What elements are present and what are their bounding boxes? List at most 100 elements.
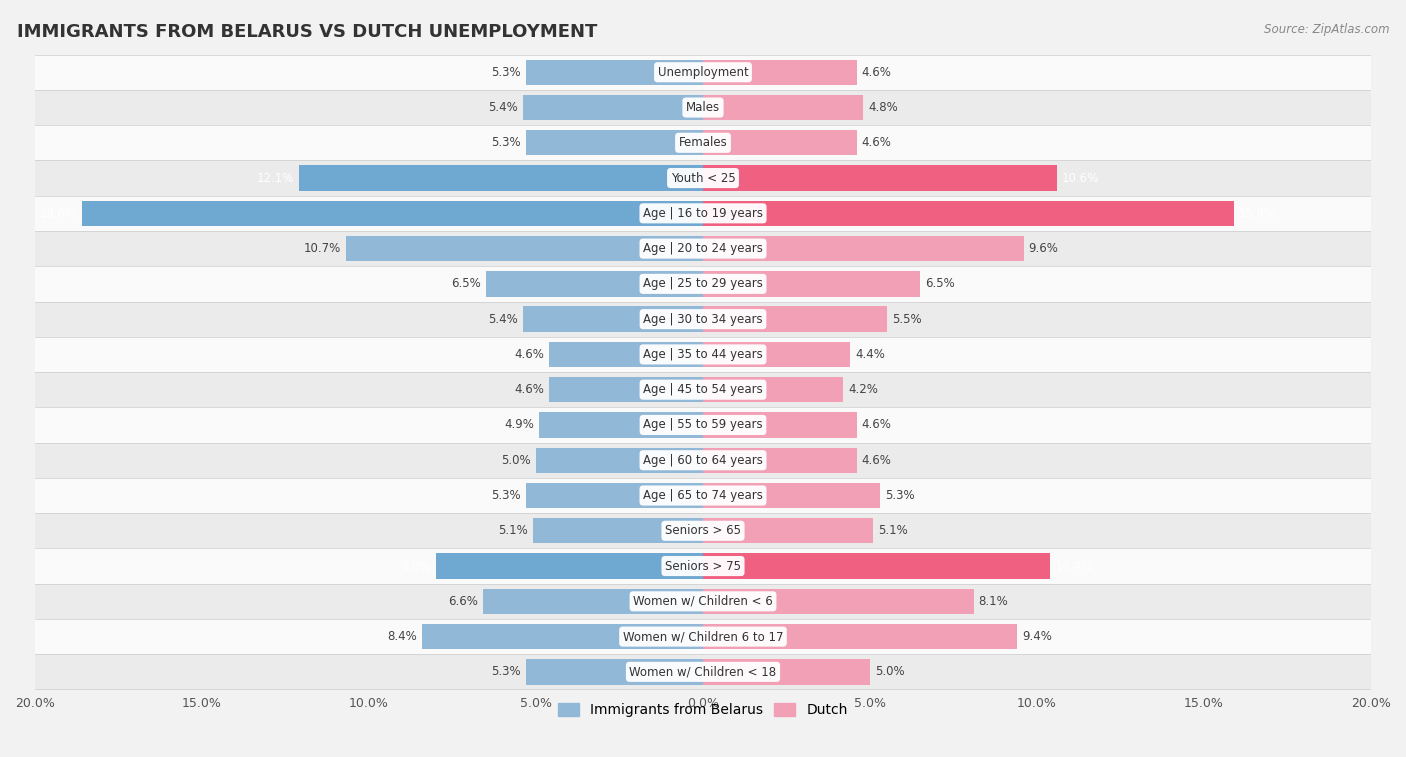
Text: Age | 20 to 24 years: Age | 20 to 24 years	[643, 242, 763, 255]
Text: 4.6%: 4.6%	[515, 348, 544, 361]
Text: 4.9%: 4.9%	[505, 419, 534, 431]
Text: Age | 55 to 59 years: Age | 55 to 59 years	[643, 419, 763, 431]
Bar	[703, 341, 851, 367]
Bar	[436, 553, 703, 579]
Text: 6.5%: 6.5%	[451, 277, 481, 291]
Bar	[486, 271, 703, 297]
Text: Age | 35 to 44 years: Age | 35 to 44 years	[643, 348, 763, 361]
Text: Women w/ Children < 6: Women w/ Children < 6	[633, 595, 773, 608]
Text: 4.8%: 4.8%	[869, 101, 898, 114]
Text: 5.4%: 5.4%	[488, 101, 517, 114]
Bar	[703, 413, 856, 438]
Bar	[35, 654, 1371, 690]
Text: 12.1%: 12.1%	[256, 172, 294, 185]
Bar	[550, 377, 703, 403]
Text: 15.9%: 15.9%	[1239, 207, 1277, 220]
Text: 4.6%: 4.6%	[862, 419, 891, 431]
Text: 4.6%: 4.6%	[862, 66, 891, 79]
Bar	[35, 584, 1371, 619]
Text: 8.0%: 8.0%	[401, 559, 430, 572]
Text: 4.2%: 4.2%	[848, 383, 879, 396]
Bar	[703, 624, 1017, 650]
Text: 4.6%: 4.6%	[515, 383, 544, 396]
Bar	[35, 160, 1371, 196]
Bar	[35, 548, 1371, 584]
Bar	[35, 90, 1371, 125]
Bar	[35, 196, 1371, 231]
Text: 8.4%: 8.4%	[388, 630, 418, 643]
Bar	[35, 619, 1371, 654]
Bar	[35, 372, 1371, 407]
Text: 5.3%: 5.3%	[884, 489, 915, 502]
Bar	[35, 301, 1371, 337]
Bar	[526, 60, 703, 85]
Text: 6.5%: 6.5%	[925, 277, 955, 291]
Bar	[523, 95, 703, 120]
Bar	[703, 271, 920, 297]
Bar	[422, 624, 703, 650]
Bar	[35, 231, 1371, 266]
Bar	[35, 125, 1371, 160]
Bar	[550, 341, 703, 367]
Bar	[703, 589, 973, 614]
Text: Seniors > 75: Seniors > 75	[665, 559, 741, 572]
Bar	[703, 307, 887, 332]
Text: Women w/ Children 6 to 17: Women w/ Children 6 to 17	[623, 630, 783, 643]
Text: Age | 45 to 54 years: Age | 45 to 54 years	[643, 383, 763, 396]
Bar	[703, 201, 1234, 226]
Bar	[526, 659, 703, 684]
Bar	[526, 130, 703, 155]
Text: 9.4%: 9.4%	[1022, 630, 1052, 643]
Text: 8.1%: 8.1%	[979, 595, 1008, 608]
Text: 10.7%: 10.7%	[304, 242, 340, 255]
Text: 10.4%: 10.4%	[1056, 559, 1092, 572]
Text: 4.6%: 4.6%	[862, 453, 891, 467]
Text: Age | 30 to 34 years: Age | 30 to 34 years	[643, 313, 763, 326]
Bar	[536, 447, 703, 473]
Text: Females: Females	[679, 136, 727, 149]
Bar	[703, 95, 863, 120]
Text: 9.6%: 9.6%	[1029, 242, 1059, 255]
Bar	[35, 478, 1371, 513]
Text: 5.4%: 5.4%	[488, 313, 517, 326]
Bar	[703, 553, 1050, 579]
Bar	[703, 659, 870, 684]
Bar	[703, 377, 844, 403]
Text: Males: Males	[686, 101, 720, 114]
Text: 4.4%: 4.4%	[855, 348, 884, 361]
Legend: Immigrants from Belarus, Dutch: Immigrants from Belarus, Dutch	[553, 697, 853, 723]
Bar	[703, 518, 873, 544]
Bar	[35, 443, 1371, 478]
Bar	[299, 165, 703, 191]
Bar	[346, 236, 703, 261]
Text: 4.6%: 4.6%	[862, 136, 891, 149]
Bar	[526, 483, 703, 508]
Text: Women w/ Children < 18: Women w/ Children < 18	[630, 665, 776, 678]
Bar	[35, 337, 1371, 372]
Text: 5.5%: 5.5%	[891, 313, 921, 326]
Text: 5.3%: 5.3%	[491, 489, 522, 502]
Text: Youth < 25: Youth < 25	[671, 172, 735, 185]
Bar	[703, 236, 1024, 261]
Text: 5.3%: 5.3%	[491, 665, 522, 678]
Text: Age | 60 to 64 years: Age | 60 to 64 years	[643, 453, 763, 467]
Text: 5.1%: 5.1%	[498, 525, 527, 537]
Text: 5.3%: 5.3%	[491, 66, 522, 79]
Bar	[35, 55, 1371, 90]
Bar	[703, 483, 880, 508]
Bar	[533, 518, 703, 544]
Text: Unemployment: Unemployment	[658, 66, 748, 79]
Text: Source: ZipAtlas.com: Source: ZipAtlas.com	[1264, 23, 1389, 36]
Text: 18.6%: 18.6%	[39, 207, 77, 220]
Bar	[482, 589, 703, 614]
Bar	[35, 266, 1371, 301]
Text: 5.3%: 5.3%	[491, 136, 522, 149]
Text: Seniors > 65: Seniors > 65	[665, 525, 741, 537]
Bar	[82, 201, 703, 226]
Text: Age | 65 to 74 years: Age | 65 to 74 years	[643, 489, 763, 502]
Text: 5.0%: 5.0%	[502, 453, 531, 467]
Text: 6.6%: 6.6%	[447, 595, 478, 608]
Bar	[703, 447, 856, 473]
Text: 5.1%: 5.1%	[879, 525, 908, 537]
Bar	[35, 513, 1371, 548]
